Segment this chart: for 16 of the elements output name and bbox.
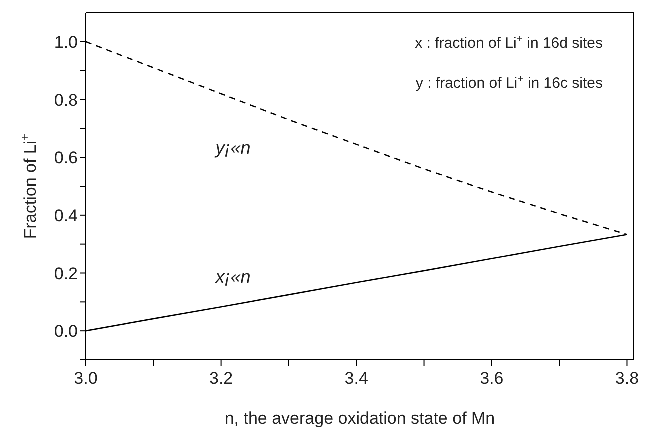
x-tick-label: 3.2 bbox=[209, 369, 234, 388]
series-label: x¡«n bbox=[214, 267, 251, 288]
x-tick-label: 3.0 bbox=[74, 369, 98, 388]
x-tick-label: 3.6 bbox=[480, 369, 504, 388]
x-tick-label: 3.4 bbox=[344, 369, 368, 388]
x-axis-title: n, the average oxidation state of Mn bbox=[224, 409, 496, 428]
series-label: y¡«n bbox=[214, 138, 251, 158]
y-tick-label: 1.0 bbox=[54, 32, 78, 52]
x-tick-label: 3.8 bbox=[615, 369, 640, 388]
y-tick-label: 0.6 bbox=[54, 148, 78, 168]
y-tick-label: 0.0 bbox=[54, 322, 78, 342]
annotation: x : fraction of Li$^{+}$ in 16d sites bbox=[415, 33, 603, 52]
y-tick-label: 0.2 bbox=[54, 264, 78, 284]
y-tick-label: 0.8 bbox=[54, 90, 78, 110]
y-tick-label: 0.4 bbox=[54, 206, 78, 226]
annotation: y : fraction of Li$^{+}$ in 16c sites bbox=[416, 73, 603, 92]
